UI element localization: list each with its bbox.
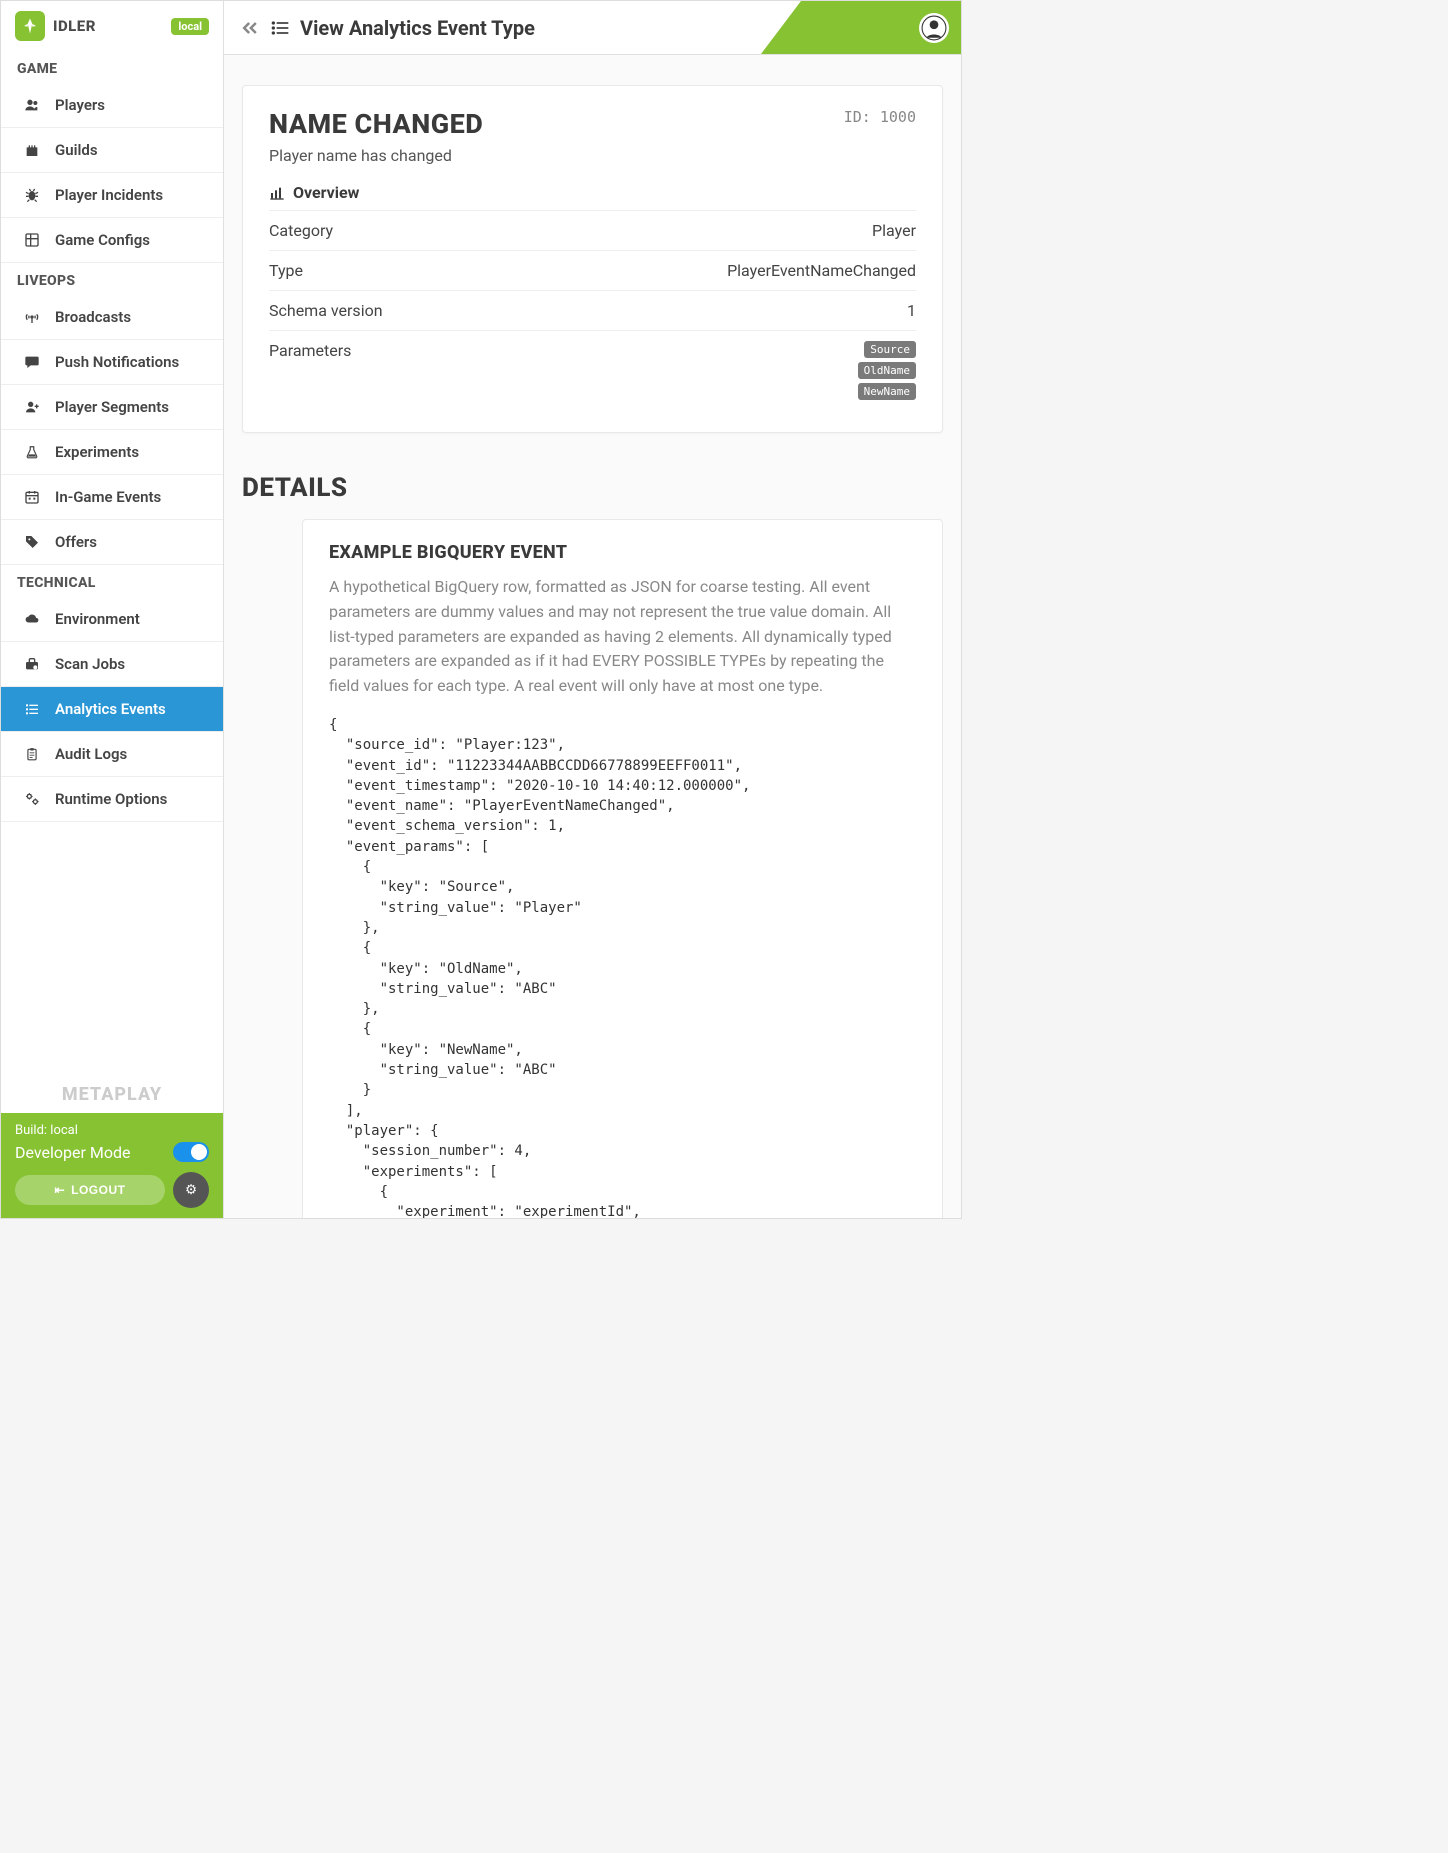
- sidebar-section-title: GAME: [1, 51, 223, 83]
- toolbox-icon: [23, 656, 41, 672]
- overview-row-schema: Schema version 1: [269, 290, 916, 330]
- sidebar-item-game-configs[interactable]: Game Configs: [1, 218, 223, 263]
- row-label: Type: [269, 261, 303, 280]
- sidebar-footer: Build: local Developer Mode ⇤ LOGOUT ⚙: [1, 1113, 223, 1218]
- sidebar-item-environment[interactable]: Environment: [1, 597, 223, 642]
- event-description: Player name has changed: [269, 146, 483, 165]
- sidebar-item-label: Analytics Events: [55, 700, 166, 718]
- row-value: Player: [872, 221, 916, 240]
- sidebar-item-label: Runtime Options: [55, 790, 167, 808]
- overview-row-type: Type PlayerEventNameChanged: [269, 250, 916, 290]
- example-event-card: EXAMPLE BIGQUERY EVENT A hypothetical Bi…: [302, 519, 943, 1218]
- gear-icon: ⚙: [185, 1182, 197, 1198]
- sidebar-item-in-game-events[interactable]: In-Game Events: [1, 475, 223, 520]
- sidebar: IDLER local GAME Players Guilds Player Inci…: [1, 1, 224, 1218]
- sidebar-item-label: Game Configs: [55, 231, 150, 249]
- event-overview-card: NAME CHANGED Player name has changed ID:…: [242, 85, 943, 433]
- grid-icon: [23, 232, 41, 248]
- sidebar-item-label: Environment: [55, 610, 140, 628]
- flask-icon: [23, 444, 41, 460]
- sidebar-item-experiments[interactable]: Experiments: [1, 430, 223, 475]
- build-label: Build: local: [15, 1123, 209, 1138]
- topbar: View Analytics Event Type: [224, 1, 961, 55]
- bug-icon: [23, 187, 41, 203]
- cloud-icon: [23, 612, 41, 626]
- castle-icon: [23, 142, 41, 158]
- overview-heading: Overview: [269, 183, 916, 210]
- sidebar-item-offers[interactable]: Offers: [1, 520, 223, 565]
- example-code: { "source_id": "Player:123", "event_id":…: [329, 715, 916, 1218]
- tag-icon: [23, 534, 41, 550]
- sidebar-item-label: Experiments: [55, 443, 139, 461]
- row-label: Category: [269, 221, 333, 240]
- clipboard-icon: [23, 746, 41, 762]
- details-heading: DETAILS: [242, 473, 943, 503]
- user-avatar[interactable]: [919, 13, 949, 43]
- example-description: A hypothetical BigQuery row, formatted a…: [329, 575, 916, 699]
- user-plus-icon: [23, 399, 41, 415]
- dev-mode-label: Developer Mode: [15, 1143, 131, 1162]
- sidebar-item-label: Push Notifications: [55, 353, 179, 371]
- overview-label: Overview: [293, 183, 359, 202]
- list-icon: [270, 18, 290, 38]
- sidebar-item-broadcasts[interactable]: Broadcasts: [1, 295, 223, 340]
- sidebar-item-label: Player Segments: [55, 398, 169, 416]
- sidebar-item-label: Audit Logs: [55, 745, 127, 763]
- row-value: PlayerEventNameChanged: [727, 261, 916, 280]
- dev-mode-toggle[interactable]: [173, 1142, 209, 1162]
- sidebar-item-players[interactable]: Players: [1, 83, 223, 128]
- param-tag: OldName: [858, 362, 916, 379]
- sidebar-item-analytics-events[interactable]: Analytics Events: [1, 687, 223, 732]
- sidebar-item-label: Player Incidents: [55, 186, 163, 204]
- calendar-icon: [23, 489, 41, 505]
- sidebar-section-title: TECHNICAL: [1, 565, 223, 597]
- sidebar-item-audit-logs[interactable]: Audit Logs: [1, 732, 223, 777]
- app-name: IDLER: [53, 17, 96, 35]
- sidebar-item-scan-jobs[interactable]: Scan Jobs: [1, 642, 223, 687]
- param-tag: Source: [864, 341, 916, 358]
- sidebar-item-runtime-options[interactable]: Runtime Options: [1, 777, 223, 822]
- event-title: NAME CHANGED: [269, 108, 483, 140]
- sidebar-item-guilds[interactable]: Guilds: [1, 128, 223, 173]
- chart-icon: [269, 185, 285, 201]
- logout-button[interactable]: ⇤ LOGOUT: [15, 1175, 165, 1205]
- row-value: 1: [907, 301, 916, 320]
- event-id: ID: 1000: [844, 108, 916, 126]
- sidebar-header: IDLER local: [1, 1, 223, 51]
- list-check-icon: [23, 701, 41, 717]
- antenna-icon: [23, 309, 41, 325]
- main: View Analytics Event Type NAME CHANGED P…: [224, 1, 961, 1218]
- logout-label: LOGOUT: [71, 1183, 125, 1197]
- sidebar-item-label: Players: [55, 96, 105, 114]
- message-icon: [23, 354, 41, 370]
- app-logo: [15, 11, 45, 41]
- content: NAME CHANGED Player name has changed ID:…: [224, 55, 961, 1218]
- param-tags: Source OldName NewName: [858, 341, 916, 400]
- sidebar-item-label: Scan Jobs: [55, 655, 125, 673]
- logout-icon: ⇤: [55, 1183, 66, 1197]
- sidebar-item-player-incidents[interactable]: Player Incidents: [1, 173, 223, 218]
- sidebar-item-label: In-Game Events: [55, 488, 161, 506]
- env-badge: local: [171, 18, 209, 35]
- gears-icon: [23, 791, 41, 807]
- collapse-sidebar-button[interactable]: [240, 18, 260, 38]
- users-icon: [23, 97, 41, 113]
- overview-row-parameters: Parameters Source OldName NewName: [269, 330, 916, 410]
- sidebar-item-label: Guilds: [55, 141, 98, 159]
- settings-button[interactable]: ⚙: [173, 1172, 209, 1208]
- sidebar-item-label: Offers: [55, 533, 97, 551]
- example-title: EXAMPLE BIGQUERY EVENT: [329, 542, 916, 563]
- sidebar-item-push-notifications[interactable]: Push Notifications: [1, 340, 223, 385]
- metaplay-brand: METAPLAY: [1, 1076, 223, 1113]
- sidebar-item-label: Broadcasts: [55, 308, 131, 326]
- row-label: Parameters: [269, 341, 351, 360]
- overview-row-category: Category Player: [269, 210, 916, 250]
- param-tag: NewName: [858, 383, 916, 400]
- row-label: Schema version: [269, 301, 383, 320]
- page-title: View Analytics Event Type: [300, 16, 535, 40]
- sidebar-item-player-segments[interactable]: Player Segments: [1, 385, 223, 430]
- sidebar-section-title: LIVEOPS: [1, 263, 223, 295]
